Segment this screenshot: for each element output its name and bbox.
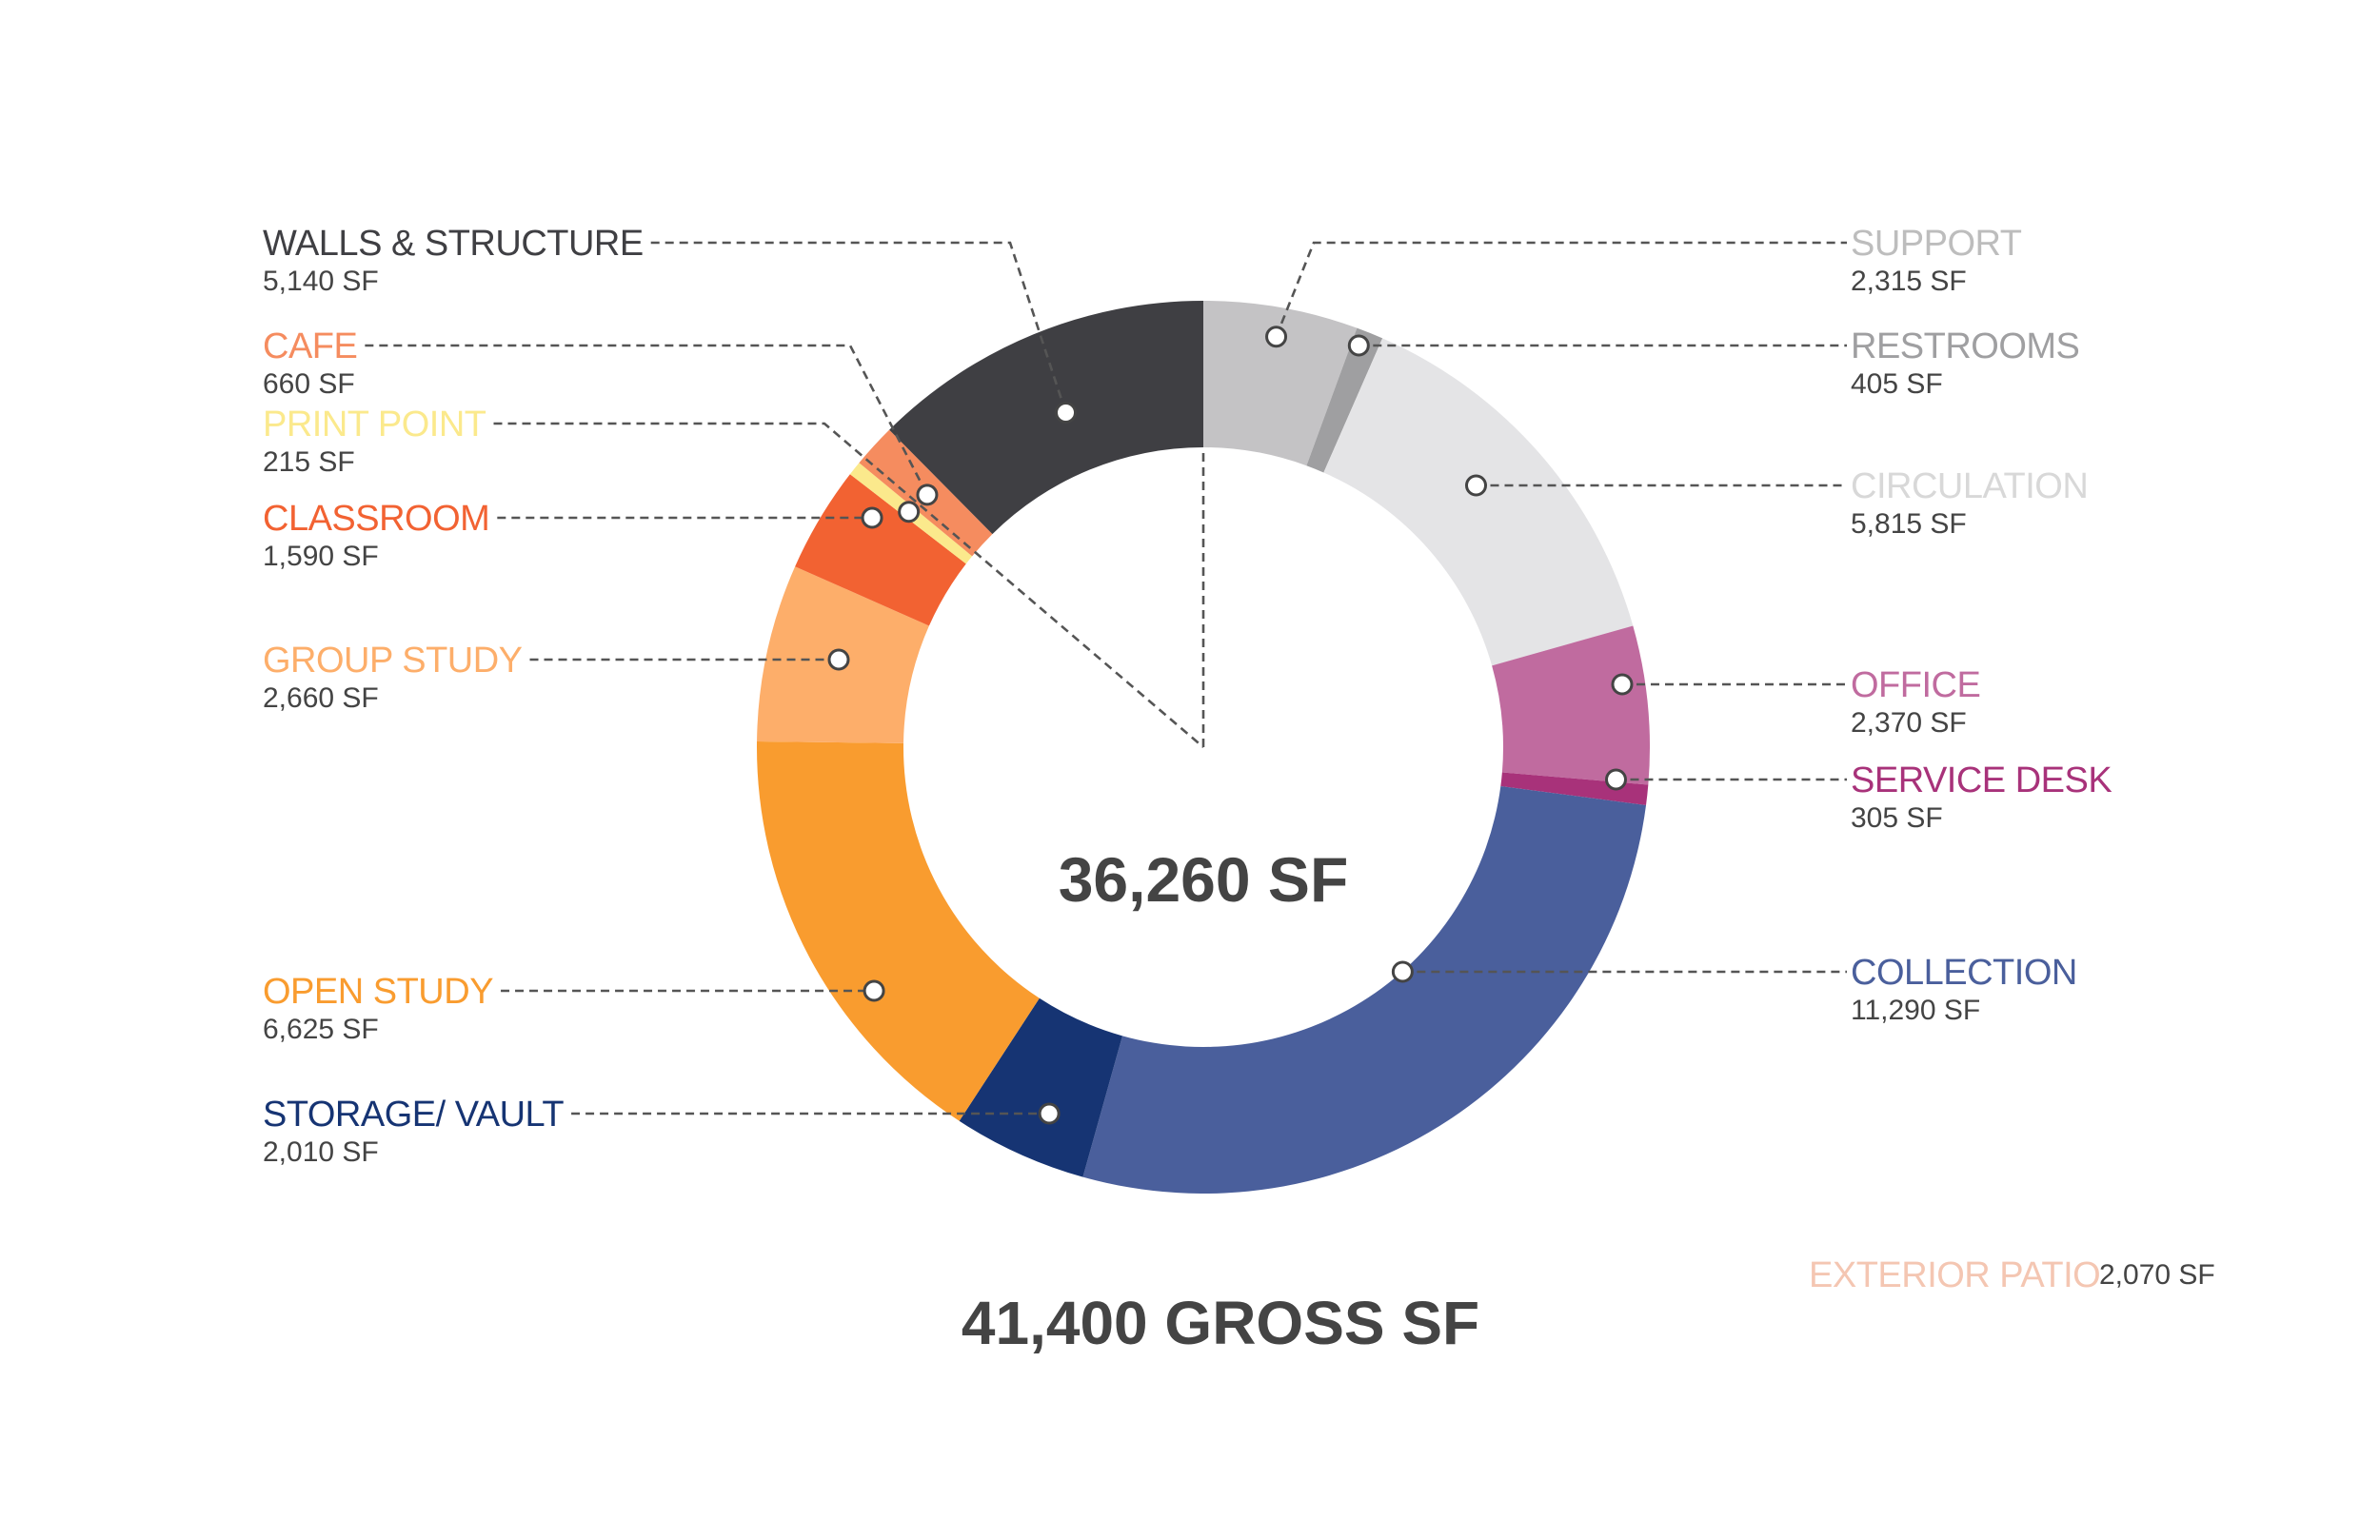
value-label-service-desk: 305 SF — [1851, 802, 1943, 834]
category-label-office: OFFICE — [1851, 665, 1980, 705]
leader-line-print-point — [493, 422, 1204, 748]
category-label-group-study: GROUP STUDY — [263, 641, 523, 681]
leader-line-support — [1275, 241, 1847, 338]
value-label-walls-structure: 5,140 SF — [263, 266, 379, 297]
category-label-support: SUPPORT — [1851, 224, 2022, 264]
leader-line-walls-structure — [650, 241, 1067, 413]
category-label-circulation: CIRCULATION — [1851, 466, 2088, 506]
slice-classroom — [795, 474, 966, 626]
exterior-patio-value: 2,070 SF — [2099, 1259, 2215, 1291]
marker-print-point — [898, 501, 921, 523]
slice-collection — [1082, 785, 1647, 1194]
value-label-group-study: 2,660 SF — [263, 682, 379, 714]
value-label-storage-vault: 2,010 SF — [263, 1136, 379, 1168]
slice-markers — [827, 326, 1634, 1125]
marker-cafe — [916, 484, 939, 506]
marker-office — [1611, 673, 1634, 696]
leader-lines — [365, 241, 1847, 1116]
value-label-restrooms: 405 SF — [1851, 368, 1943, 400]
marker-walls-structure — [1055, 402, 1078, 424]
marker-restrooms — [1347, 334, 1370, 357]
category-label-print-point: PRINT POINT — [263, 405, 486, 444]
value-label-office: 2,370 SF — [1851, 707, 1967, 739]
net-total-label: 36,260 SF — [1059, 844, 1349, 915]
marker-service-desk — [1604, 768, 1627, 791]
marker-support — [1265, 326, 1288, 348]
slice-open-study — [757, 740, 1040, 1121]
donut-slices — [757, 301, 1650, 1194]
value-label-open-study: 6,625 SF — [263, 1014, 379, 1045]
value-label-circulation: 5,815 SF — [1851, 508, 1967, 540]
value-label-classroom: 1,590 SF — [263, 541, 379, 572]
slice-restrooms — [1306, 327, 1383, 473]
slice-service-desk — [1500, 772, 1649, 806]
category-label-open-study: OPEN STUDY — [263, 972, 493, 1012]
slice-office — [1492, 625, 1650, 785]
value-label-cafe: 660 SF — [263, 368, 355, 400]
category-label-service-desk: SERVICE DESK — [1851, 760, 2112, 800]
leader-line-cafe — [365, 344, 929, 496]
value-label-print-point: 215 SF — [263, 446, 355, 478]
marker-group-study — [827, 648, 850, 671]
category-label-walls-structure: WALLS & STRUCTURE — [263, 224, 644, 264]
marker-collection — [1391, 960, 1414, 983]
marker-storage-vault — [1038, 1102, 1061, 1125]
slice-walls-structure — [889, 301, 1203, 535]
gross-total-label: 41,400 GROSS SF — [962, 1289, 1479, 1357]
category-label-storage-vault: STORAGE/ VAULT — [263, 1095, 564, 1135]
category-label-cafe: CAFE — [263, 326, 357, 366]
marker-classroom — [861, 506, 883, 529]
slice-circulation — [1323, 338, 1634, 666]
category-label-collection: COLLECTION — [1851, 953, 2077, 993]
marker-circulation — [1465, 474, 1488, 497]
extra-item-exterior-patio: EXTERIOR PATIO 2,070 SF — [1809, 1255, 2215, 1295]
category-label-restrooms: RESTROOMS — [1851, 326, 2079, 366]
marker-open-study — [863, 979, 885, 1002]
slice-storage-vault — [959, 997, 1123, 1177]
category-label-classroom: CLASSROOM — [263, 499, 489, 539]
slice-support — [1203, 301, 1358, 466]
exterior-patio-label: EXTERIOR PATIO — [1809, 1255, 2100, 1295]
value-label-collection: 11,290 SF — [1851, 995, 1980, 1026]
value-label-support: 2,315 SF — [1851, 266, 1967, 297]
